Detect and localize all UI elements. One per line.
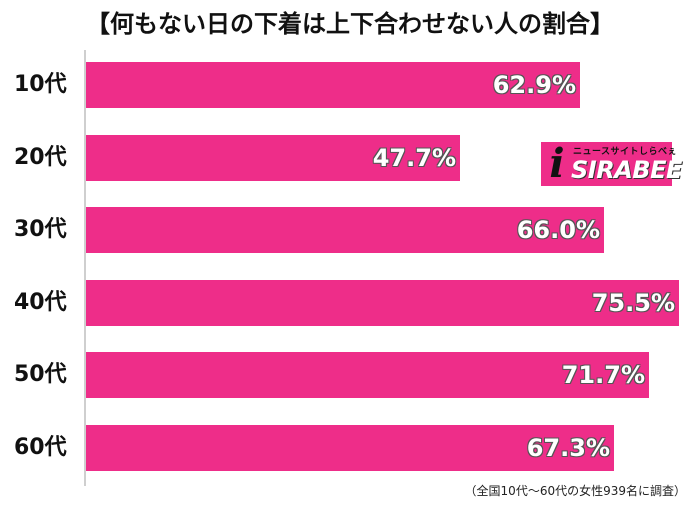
category-label: 20代 (14, 145, 67, 170)
value-label: 71.7% (561, 361, 645, 389)
bar (86, 62, 580, 108)
category-axis-line (84, 50, 86, 486)
logo-i-mark: i (549, 140, 565, 187)
value-label: 62.9% (492, 71, 576, 99)
category-label: 40代 (14, 290, 67, 315)
bar (86, 207, 604, 253)
bar (86, 135, 460, 181)
chart-title: 【何もない日の下着は上下合わせない人の割合】 (86, 10, 614, 38)
category-label: 50代 (14, 362, 67, 387)
value-label: 47.7% (372, 144, 456, 172)
bar (86, 280, 679, 326)
logo-wordmark: SIRABEE (571, 156, 682, 184)
category-label: 30代 (14, 217, 67, 242)
value-label: 66.0% (516, 216, 600, 244)
value-label: 67.3% (526, 434, 610, 462)
category-label: 10代 (14, 72, 67, 97)
survey-footnote: （全国10代〜60代の女性939名に調査） (464, 484, 686, 498)
value-label: 75.5% (591, 289, 675, 317)
bar (86, 352, 649, 398)
sirabee-logo: i ニュースサイトしらべぇ SIRABEE (541, 140, 682, 187)
logo-tagline: ニュースサイトしらべぇ (573, 147, 678, 157)
bar (86, 425, 614, 471)
category-label: 60代 (14, 435, 67, 460)
